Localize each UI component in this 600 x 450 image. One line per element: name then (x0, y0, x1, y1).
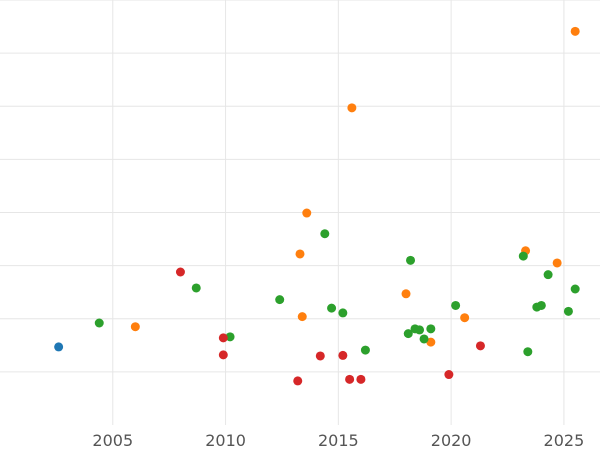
data-point-s2-3 (275, 295, 285, 305)
data-point-s3-0 (175, 267, 185, 277)
data-point-s3-4 (315, 351, 325, 361)
data-point-s1-7 (460, 313, 470, 323)
x-axis-ticks: 2005 2010 2015 2020 2025 (92, 431, 584, 450)
data-point-s1-0 (130, 322, 140, 332)
data-point-s3-5 (338, 350, 348, 360)
data-point-s1-1 (295, 249, 305, 259)
data-point-s3-7 (356, 374, 366, 384)
data-point-s2-16 (523, 347, 533, 357)
data-point-s3-8 (444, 370, 454, 380)
data-point-s0-0 (54, 342, 64, 352)
data-point-s2-9 (406, 255, 416, 265)
data-point-s2-13 (426, 324, 436, 334)
data-points (54, 26, 580, 386)
x-tick-label-2: 2015 (318, 431, 359, 450)
data-point-s3-9 (475, 341, 485, 351)
data-point-s2-12 (419, 334, 429, 344)
data-point-s2-18 (536, 300, 546, 310)
data-point-s2-2 (225, 332, 235, 342)
data-point-s1-9 (552, 258, 562, 268)
data-point-s2-5 (327, 303, 337, 313)
data-point-s1-5 (401, 289, 411, 299)
data-point-s3-3 (293, 376, 303, 386)
data-point-s3-6 (345, 374, 355, 384)
data-point-s2-6 (338, 308, 348, 318)
data-point-s1-3 (302, 208, 312, 218)
data-point-s2-15 (518, 251, 528, 261)
data-point-s1-6 (426, 337, 436, 347)
data-point-s2-4 (320, 229, 330, 239)
grid (0, 0, 600, 425)
x-tick-label-3: 2020 (431, 431, 472, 450)
data-point-s2-20 (563, 306, 573, 316)
data-point-s2-14 (451, 300, 461, 310)
data-point-s1-10 (570, 26, 580, 36)
data-point-s1-4 (347, 103, 357, 113)
data-point-s2-21 (570, 284, 580, 294)
data-point-s1-2 (297, 312, 307, 322)
data-point-s2-8 (403, 329, 413, 339)
data-point-s2-0 (94, 318, 104, 328)
x-tick-label-0: 2005 (92, 431, 133, 450)
x-tick-label-4: 2025 (544, 431, 585, 450)
data-point-s3-1 (218, 333, 228, 343)
data-point-s2-11 (415, 325, 425, 335)
x-tick-label-1: 2010 (205, 431, 246, 450)
data-point-s3-2 (218, 350, 228, 360)
data-point-s2-1 (191, 283, 201, 293)
data-point-s2-7 (360, 345, 370, 355)
data-point-s2-19 (543, 270, 553, 280)
